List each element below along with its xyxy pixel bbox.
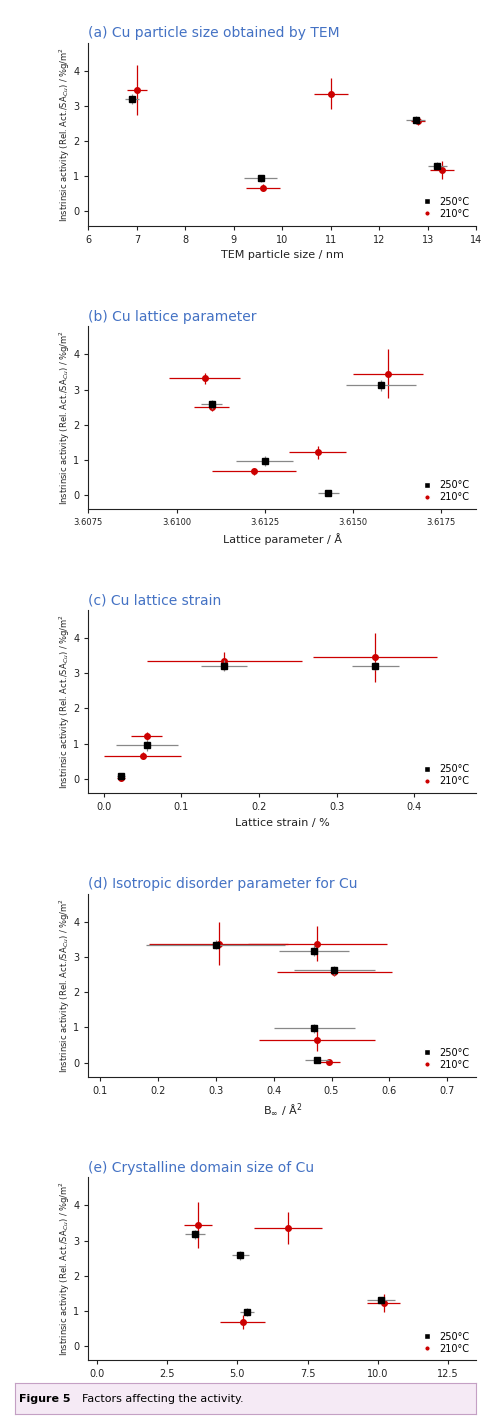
Text: (e) Crystalline domain size of Cu: (e) Crystalline domain size of Cu xyxy=(88,1161,315,1175)
Y-axis label: Instrinsic activity (Rel. Act./SA$_{Cu}$) / %g/m$^2$: Instrinsic activity (Rel. Act./SA$_{Cu}$… xyxy=(57,897,72,1073)
Text: Figure 5: Figure 5 xyxy=(19,1393,71,1404)
Legend: 250°C, 210°C: 250°C, 210°C xyxy=(415,1329,471,1356)
X-axis label: Lattice strain / %: Lattice strain / % xyxy=(235,818,329,828)
Text: (c) Cu lattice strain: (c) Cu lattice strain xyxy=(88,594,221,608)
Text: (a) Cu particle size obtained by TEM: (a) Cu particle size obtained by TEM xyxy=(88,26,340,40)
Y-axis label: Instrinsic activity (Rel. Act./SA$_{Cu}$) / %g/m$^2$: Instrinsic activity (Rel. Act./SA$_{Cu}$… xyxy=(57,1182,72,1356)
Text: (b) Cu lattice parameter: (b) Cu lattice parameter xyxy=(88,310,257,323)
Legend: 250°C, 210°C: 250°C, 210°C xyxy=(415,1046,471,1071)
X-axis label: B$_{\infty}$ / Å$^2$: B$_{\infty}$ / Å$^2$ xyxy=(263,1101,302,1118)
X-axis label: Lattice parameter / Å: Lattice parameter / Å xyxy=(223,533,342,544)
Text: Factors affecting the activity.: Factors affecting the activity. xyxy=(75,1393,244,1404)
Legend: 250°C, 210°C: 250°C, 210°C xyxy=(415,762,471,788)
X-axis label: Crystallite domain size / nm: Crystallite domain size / nm xyxy=(204,1384,360,1394)
Y-axis label: Instrinsic activity (Rel. Act./SA$_{Cu}$) / %g/m$^2$: Instrinsic activity (Rel. Act./SA$_{Cu}$… xyxy=(57,47,72,221)
Text: (d) Isotropic disorder parameter for Cu: (d) Isotropic disorder parameter for Cu xyxy=(88,877,358,891)
Y-axis label: Instrinsic activity (Rel. Act./SA$_{Cu}$) / %g/m$^2$: Instrinsic activity (Rel. Act./SA$_{Cu}$… xyxy=(57,614,72,789)
X-axis label: TEM particle size / nm: TEM particle size / nm xyxy=(221,251,344,261)
Y-axis label: Instrinsic activity (Rel. Act./SA$_{Cu}$) / %g/m$^2$: Instrinsic activity (Rel. Act./SA$_{Cu}$… xyxy=(57,330,72,506)
Legend: 250°C, 210°C: 250°C, 210°C xyxy=(415,196,471,221)
Legend: 250°C, 210°C: 250°C, 210°C xyxy=(415,479,471,504)
